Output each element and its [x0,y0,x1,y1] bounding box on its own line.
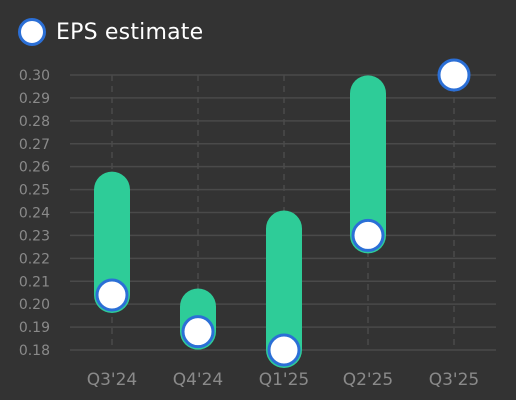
y-tick-label: 0.29 [19,91,50,107]
x-tick-label: Q3'24 [87,370,138,390]
y-tick-label: 0.23 [19,228,50,244]
y-tick-label: 0.26 [19,160,50,176]
y-tick-label: 0.21 [19,274,50,290]
y-tick-label: 0.18 [19,343,50,359]
eps-estimate-point [95,278,129,312]
legend-label: EPS estimate [56,19,204,45]
x-axis-ticks: Q3'24 Q4'24 Q1'25 Q2'25 Q3'25 [87,370,480,390]
x-tick-label: Q1'25 [259,370,310,390]
range-bar [266,210,302,368]
y-axis-ticks: 0.18 0.19 0.20 0.21 0.22 0.23 0.24 0.25 0.26 0.27… [19,68,50,359]
eps-estimate-point [181,315,215,349]
y-tick-label: 0.20 [19,297,50,313]
y-tick-label: 0.27 [19,137,50,153]
legend-marker-icon [18,18,46,46]
range-bars [94,75,386,368]
y-tick-label: 0.19 [19,320,50,336]
y-tick-label: 0.30 [19,68,50,84]
y-tick-label: 0.24 [19,206,50,222]
x-tick-label: Q4'24 [173,370,224,390]
eps-estimate-point [267,333,301,367]
range-bar [350,75,386,254]
y-tick-label: 0.28 [19,114,50,130]
x-tick-label: Q2'25 [343,370,394,390]
range-bar [94,171,130,313]
eps-estimate-point [351,218,385,252]
y-tick-label: 0.22 [19,251,50,267]
chart-legend: EPS estimate [18,18,203,46]
eps-markers [95,58,471,367]
eps-estimate-point [437,58,471,92]
x-tick-label: Q3'25 [429,370,480,390]
y-tick-label: 0.25 [19,183,50,199]
